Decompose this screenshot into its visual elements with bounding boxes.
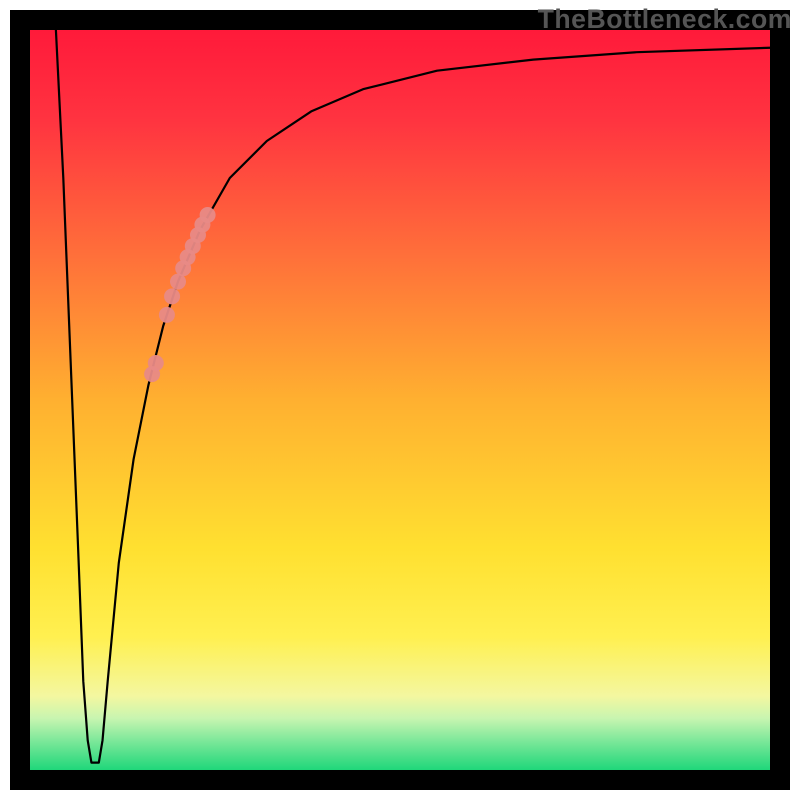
watermark-text: TheBottleneck.com: [538, 4, 792, 35]
data-marker: [159, 307, 175, 323]
data-marker: [164, 288, 180, 304]
chart-background: [30, 30, 770, 770]
data-marker: [200, 207, 216, 223]
bottleneck-chart-svg: [0, 0, 800, 800]
data-marker: [148, 355, 164, 371]
chart-container: TheBottleneck.com: [0, 0, 800, 800]
